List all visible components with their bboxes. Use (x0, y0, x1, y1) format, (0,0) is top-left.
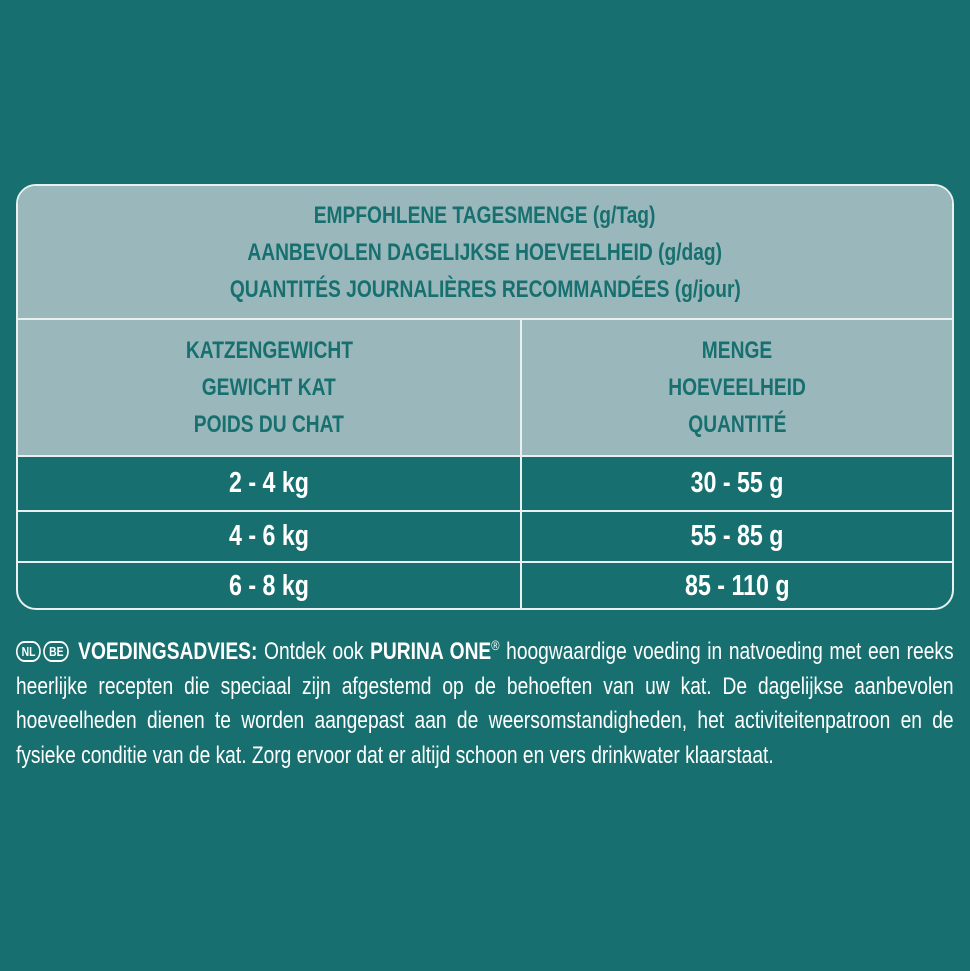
advice-text-2: hoogwaardige voeding in natvoeding met e… (16, 638, 954, 769)
advice-heading: VOEDINGSADVIES: (78, 638, 258, 665)
weight-cell: 6 - 8 kg (229, 570, 309, 602)
amount-cell: 85 - 110 g (684, 570, 790, 602)
header-weight-fr: POIDS DU CHAT (193, 411, 345, 438)
feeding-table: EMPFOHLENE TAGESMENGE (g/Tag) AANBEVOLEN… (16, 184, 954, 610)
weight-cell: 2 - 4 kg (229, 467, 309, 499)
table-row: 6 - 8 kg 85 - 110 g (18, 563, 952, 608)
header-weight: KATZENGEWICHT GEWICHT KAT POIDS DU CHAT (18, 320, 520, 455)
table-row: 2 - 4 kg 30 - 55 g (18, 457, 952, 512)
feeding-advice: NL BE VOEDINGSADVIES: Ontdek ook PURINA O… (16, 628, 954, 773)
table-row: 4 - 6 kg 55 - 85 g (18, 512, 952, 563)
advice-text-1: Ontdek ook (264, 638, 364, 665)
amount-cell: 30 - 55 g (690, 467, 784, 499)
brand-name: PURINA ONE (370, 638, 492, 665)
amount-cell: 55 - 85 g (690, 520, 784, 552)
header-amount-fr: QUANTITÉ (687, 411, 787, 438)
header-amount-nl: HOEVEELHEID (668, 374, 806, 401)
title-nl: AANBEVOLEN DAGELIJKSE HOEVEELHEID (g/dag… (247, 238, 723, 266)
table-title: EMPFOHLENE TAGESMENGE (g/Tag) AANBEVOLEN… (18, 186, 952, 320)
weight-cell: 4 - 6 kg (229, 520, 309, 552)
title-fr: QUANTITÉS JOURNALIÈRES RECOMMANDÉES (g/j… (229, 275, 741, 303)
header-weight-nl: GEWICHT KAT (201, 374, 337, 401)
header-weight-de: KATZENGEWICHT (185, 337, 353, 364)
registered-mark: ® (491, 637, 500, 653)
nl-badge-icon: NL (16, 641, 42, 662)
be-badge-icon: BE (43, 641, 70, 662)
header-amount: MENGE HOEVEELHEID QUANTITÉ (520, 320, 952, 455)
header-amount-de: MENGE (701, 337, 773, 364)
column-headers: KATZENGEWICHT GEWICHT KAT POIDS DU CHAT … (18, 320, 952, 457)
title-de: EMPFOHLENE TAGESMENGE (g/Tag) (314, 201, 656, 229)
